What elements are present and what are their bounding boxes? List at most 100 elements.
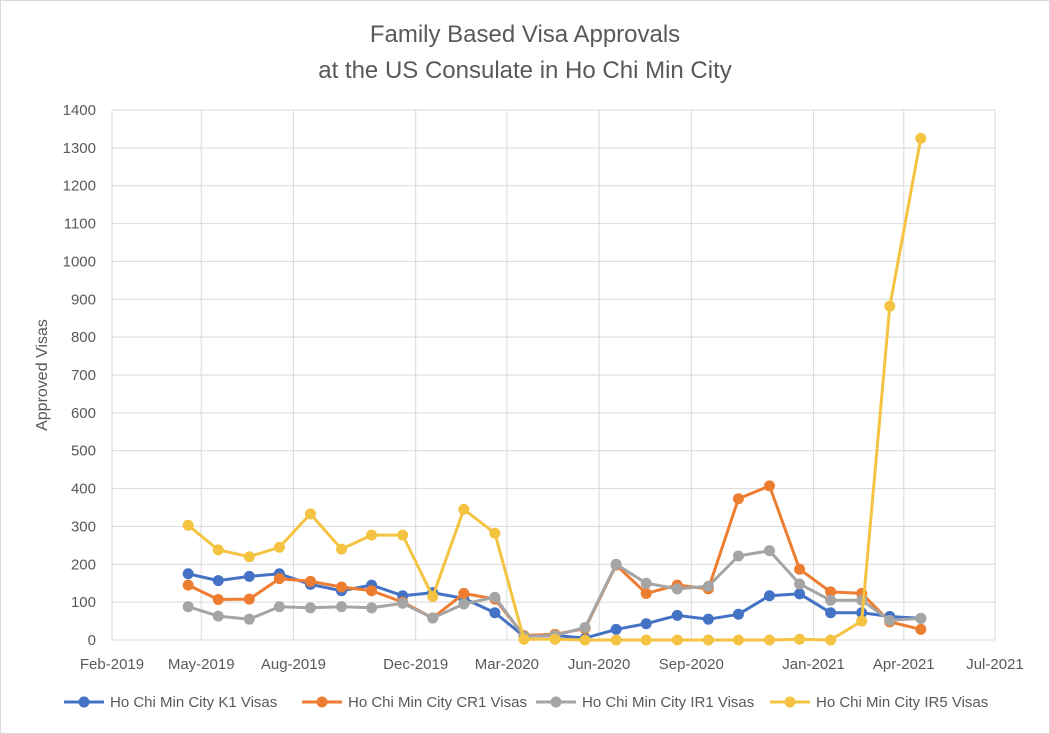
y-tick-label: 1100 — [64, 216, 96, 233]
data-point — [273, 541, 285, 553]
data-point — [212, 593, 224, 605]
x-tick-label: Feb-2019 — [80, 656, 144, 673]
data-point — [336, 543, 348, 555]
legend-label-1: Ho Chi Min City CR1 Visas — [348, 694, 527, 711]
chart-title-line-1: Family Based Visa Approvals — [370, 21, 680, 48]
data-point — [763, 634, 775, 646]
x-tick-label: Jun-2020 — [568, 656, 631, 673]
data-point — [458, 503, 470, 515]
data-point — [243, 593, 255, 605]
data-point — [458, 598, 470, 610]
data-point — [273, 601, 285, 613]
legend-marker-2 — [550, 696, 562, 708]
data-point — [763, 545, 775, 557]
y-axis-title: Approved Visas — [34, 319, 51, 431]
y-tick-label: 100 — [71, 594, 96, 611]
data-point — [212, 610, 224, 622]
x-tick-label: Aug-2019 — [261, 656, 326, 673]
series-line-1 — [187, 484, 922, 637]
data-point — [825, 634, 837, 646]
data-point — [915, 132, 927, 144]
y-tick-label: 800 — [71, 329, 96, 346]
y-axis-ticks: 0 100 200 300 400 500 600 700 800 900 1000 1100 1200… — [63, 102, 96, 649]
data-point — [427, 590, 439, 602]
data-point — [366, 529, 378, 541]
data-point — [671, 609, 683, 621]
data-point — [182, 519, 194, 531]
data-point — [336, 581, 348, 593]
data-point — [366, 585, 378, 597]
data-point — [458, 587, 470, 599]
data-point — [243, 613, 255, 625]
data-point — [732, 493, 744, 505]
chart-title-line-2: at the US Consulate in Ho Chi Min City — [318, 57, 732, 84]
y-tick-label: 1300 — [63, 140, 96, 157]
data-point — [732, 550, 744, 562]
data-point — [304, 508, 316, 520]
y-tick-label: 900 — [71, 291, 96, 308]
data-point — [366, 602, 378, 614]
gridlines — [111, 109, 996, 641]
y-tick-label: 400 — [71, 481, 96, 498]
data-point — [182, 579, 194, 591]
x-axis-ticks: Feb-2019 May-2019 Aug-2019 Dec-2019 Mar-2020… — [80, 656, 1024, 673]
legend-marker-0 — [78, 696, 90, 708]
x-tick-label: Apr-2021 — [873, 656, 935, 673]
data-point — [856, 615, 868, 627]
y-tick-label: 200 — [71, 556, 96, 573]
legend-label-2: Ho Chi Min City IR1 Visas — [582, 694, 754, 711]
data-point — [304, 602, 316, 614]
data-point — [763, 480, 775, 492]
data-point — [549, 633, 561, 645]
legend: Ho Chi Min City K1 Visas Ho Chi Min City … — [64, 694, 988, 711]
data-point — [825, 586, 837, 598]
data-point — [702, 634, 714, 646]
data-point — [243, 551, 255, 563]
data-point — [397, 529, 409, 541]
y-tick-label: 1200 — [63, 178, 96, 195]
data-point — [794, 563, 806, 575]
data-point — [794, 578, 806, 590]
data-point — [671, 583, 683, 595]
data-point — [304, 575, 316, 587]
y-tick-label: 0 — [88, 632, 96, 649]
data-point — [427, 612, 439, 624]
data-point — [610, 623, 622, 635]
data-point — [182, 601, 194, 613]
x-tick-label: Dec-2019 — [383, 656, 448, 673]
data-point — [640, 634, 652, 646]
y-tick-label: 1400 — [63, 102, 96, 119]
data-point — [182, 568, 194, 580]
data-point — [640, 587, 652, 599]
data-point — [702, 580, 714, 592]
data-point — [640, 577, 652, 589]
y-tick-label: 300 — [71, 518, 96, 535]
data-point — [243, 570, 255, 582]
y-tick-label: 1000 — [63, 253, 96, 270]
data-point — [763, 590, 775, 602]
data-point — [489, 607, 501, 619]
data-point — [518, 633, 530, 645]
data-point — [732, 634, 744, 646]
y-tick-label: 500 — [71, 443, 96, 460]
data-point — [702, 613, 714, 625]
data-point — [825, 607, 837, 619]
x-tick-label: Jul-2021 — [966, 656, 1024, 673]
legend-marker-3 — [784, 696, 796, 708]
data-point — [640, 618, 652, 630]
data-point — [336, 601, 348, 613]
data-point — [732, 608, 744, 620]
data-point — [579, 622, 591, 634]
data-point — [489, 527, 501, 539]
x-tick-label: Jan-2021 — [782, 656, 845, 673]
data-point — [489, 591, 501, 603]
data-point — [794, 588, 806, 600]
data-point — [610, 634, 622, 646]
y-tick-label: 600 — [71, 405, 96, 422]
y-tick-label: 700 — [71, 367, 96, 384]
series-layer — [182, 132, 927, 646]
data-point — [671, 634, 683, 646]
data-point — [915, 623, 927, 635]
